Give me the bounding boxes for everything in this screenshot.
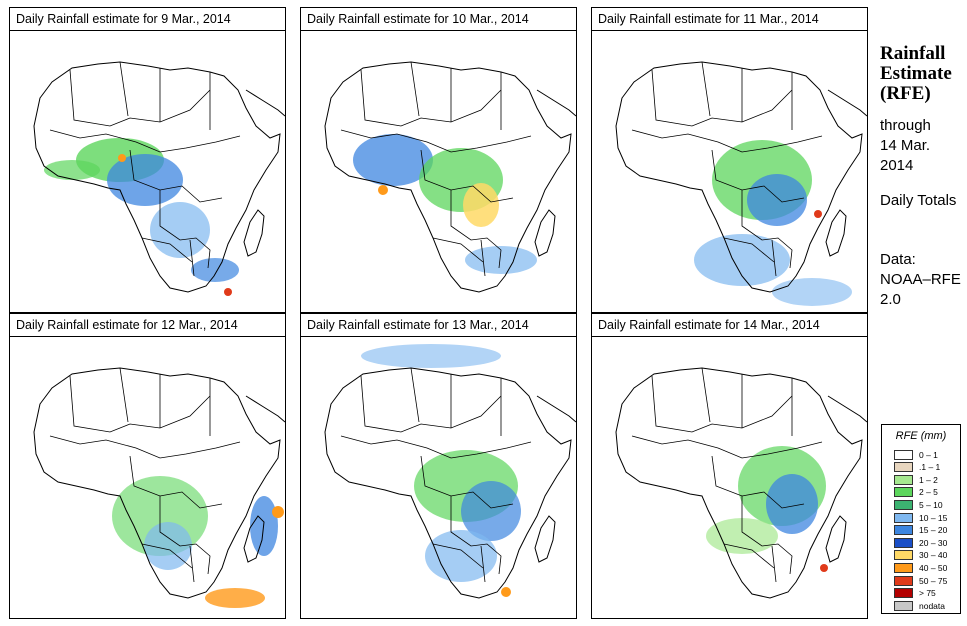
panel-date: 11 Mar., 2014 [743,12,819,26]
panel-title-prefix: Daily Rainfall estimate for [16,318,158,332]
legend-label: 40 – 50 [919,562,948,573]
legend-swatch [894,588,913,599]
panel-title-prefix: Daily Rainfall estimate for [598,318,740,332]
panel-title: Daily Rainfall estimate for 9 Mar., 2014 [10,8,285,31]
panel-date: 9 Mar., 2014 [161,12,231,26]
legend-label: .1 – 1 [919,462,941,473]
legend-swatch [894,512,913,523]
legend-swatch [894,600,913,611]
rainfall-map [33,61,285,296]
map-panel-4: Daily Rainfall estimate for 12 Mar., 201… [9,313,286,619]
legend-swatch [894,462,913,473]
rain-areas [112,476,284,608]
panel-title: Daily Rainfall estimate for 14 Mar., 201… [592,314,867,337]
legend-label: 1 – 2 [919,474,938,485]
map-panel-3: Daily Rainfall estimate for 11 Mar., 201… [591,7,868,313]
panel-title-prefix: Daily Rainfall estimate for [307,318,449,332]
legend-swatch [894,525,913,536]
legend-item: 30 – 40 [894,550,947,561]
legend-swatch [894,550,913,561]
legend-item: 1 – 2 [894,474,938,485]
panel-title: Daily Rainfall estimate for 13 Mar., 201… [301,314,576,337]
panel-date: 13 Mar., 2014 [452,318,529,332]
legend-item: 50 – 75 [894,575,947,586]
map-panel-1: Daily Rainfall estimate for 9 Mar., 2014 [9,7,286,313]
rain-areas [706,446,828,572]
legend-label: > 75 [919,588,936,599]
panel-date: 10 Mar., 2014 [452,12,529,26]
rain-areas [353,134,537,274]
sidebar-title: Rainfall Estimate (RFE) [880,43,952,104]
legend-swatch [894,562,913,573]
map-panel-6: Daily Rainfall estimate for 14 Mar., 201… [591,313,868,619]
legend-item: 10 – 15 [894,512,947,523]
legend-label: 50 – 75 [919,575,948,586]
rainfall-map [33,367,285,608]
legend-swatch [894,487,913,498]
legend-item: 15 – 20 [894,525,947,536]
rain-areas [44,138,239,296]
panel-title-prefix: Daily Rainfall estimate for [16,12,158,26]
panel-date: 14 Mar., 2014 [743,318,820,332]
panel-title-prefix: Daily Rainfall estimate for [307,12,449,26]
legend-item: 0 – 1 [894,449,938,460]
legend-item: > 75 [894,588,936,599]
map-panel-5: Daily Rainfall estimate for 13 Mar., 201… [300,313,577,619]
panel-title-prefix: Daily Rainfall estimate for [598,12,740,26]
legend-swatch [894,575,913,586]
rainfall-map [615,61,867,306]
through-date: 14 Mar. 2014 [880,137,931,174]
legend-label: nodata [919,600,945,611]
legend-label: 0 – 1 [919,449,938,460]
legend-item: nodata [894,600,945,611]
panel-title: Daily Rainfall estimate for 12 Mar., 201… [10,314,285,337]
legend-swatch [894,449,913,460]
legend-label: 20 – 30 [919,537,948,548]
legend-swatch [894,499,913,510]
rainfall-map [615,367,867,599]
panel-title: Daily Rainfall estimate for 11 Mar., 201… [592,8,867,31]
legend-item: 2 – 5 [894,487,938,498]
legend-label: 30 – 40 [919,550,948,561]
legend-swatch [894,474,913,485]
map-panel-2: Daily Rainfall estimate for 10 Mar., 201… [300,7,577,313]
data-source: Data: NOAA–RFE 2.0 [880,251,961,308]
panel-title: Daily Rainfall estimate for 10 Mar., 201… [301,8,576,31]
totals-label: Daily Totals [880,192,957,209]
panel-date: 12 Mar., 2014 [161,318,238,332]
legend-label: 2 – 5 [919,487,938,498]
rain-areas [694,140,852,306]
legend-item: .1 – 1 [894,462,940,473]
legend-title: RFE (mm) [895,430,947,442]
legend-item: 20 – 30 [894,537,947,548]
rain-areas [361,344,521,597]
rainfall-map [324,61,576,293]
rainfall-map [324,344,576,599]
legend-item: 5 – 10 [894,499,943,510]
legend-label: 10 – 15 [919,512,948,523]
legend-item: 40 – 50 [894,562,947,573]
through-label: through [880,117,931,134]
legend-label: 5 – 10 [919,499,943,510]
legend-label: 15 – 20 [919,525,948,536]
legend-swatch [894,537,913,548]
